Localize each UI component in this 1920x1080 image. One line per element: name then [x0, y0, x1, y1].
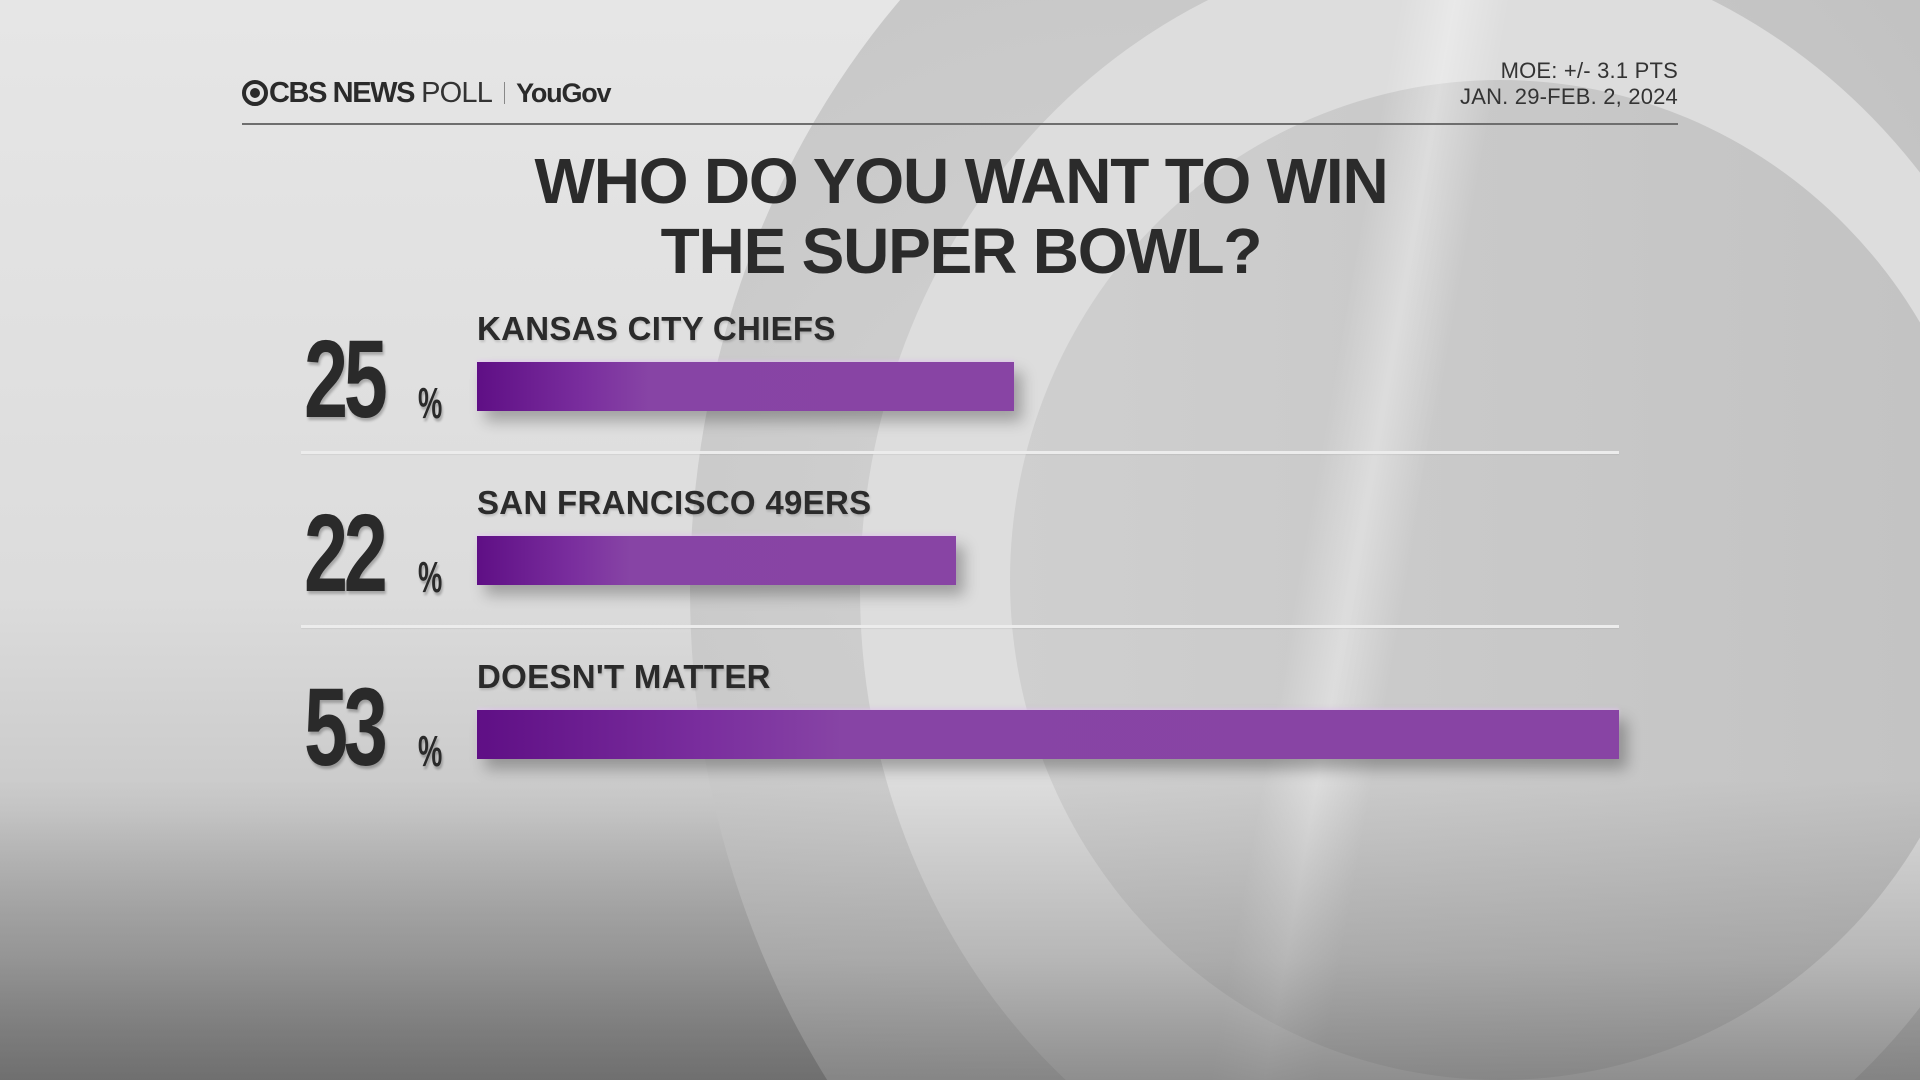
row-label: DOESN'T MATTER: [477, 658, 771, 695]
percent-value: 22%: [304, 492, 443, 615]
poll-label: POLL: [421, 76, 493, 109]
result-row-doesnt-matter: 53% DOESN'T MATTER: [301, 610, 1619, 789]
percent-value: 53%: [304, 666, 443, 789]
header-rule: [242, 123, 1678, 125]
bar-49ers: [477, 536, 956, 585]
poll-meta: MOE: +/- 3.1 PTS JAN. 29-FEB. 2, 2024: [1460, 58, 1678, 110]
brand-logo: CBS NEWS POLL YouGov: [242, 76, 612, 110]
network-name: CBS NEWS: [269, 76, 415, 109]
row-divider: [301, 451, 1619, 454]
poll-dates: JAN. 29-FEB. 2, 2024: [1460, 84, 1678, 109]
title-line-2: THE SUPER BOWL?: [660, 215, 1263, 287]
row-divider: [301, 625, 1619, 628]
result-row-chiefs: 25% KANSAS CITY CHIEFS: [301, 262, 1619, 441]
bar-chiefs: [477, 362, 1014, 411]
margin-of-error: MOE: +/- 3.1 PTS: [1500, 58, 1678, 83]
background-fade: [0, 780, 1920, 1080]
row-label: SAN FRANCISCO 49ERS: [477, 484, 872, 521]
cbs-eye-icon: [242, 80, 268, 106]
partner-name: YouGov: [516, 77, 612, 108]
row-label: KANSAS CITY CHIEFS: [477, 310, 836, 347]
chart-title: WHO DO YOU WANT TO WIN THE SUPER BOWL?: [0, 146, 1920, 286]
result-row-49ers: 22% SAN FRANCISCO 49ERS: [301, 436, 1619, 615]
divider-pipe: [504, 82, 506, 104]
bar-doesnt-matter: [477, 710, 1619, 759]
percent-value: 25%: [304, 318, 443, 441]
title-line-1: WHO DO YOU WANT TO WIN: [534, 145, 1389, 217]
